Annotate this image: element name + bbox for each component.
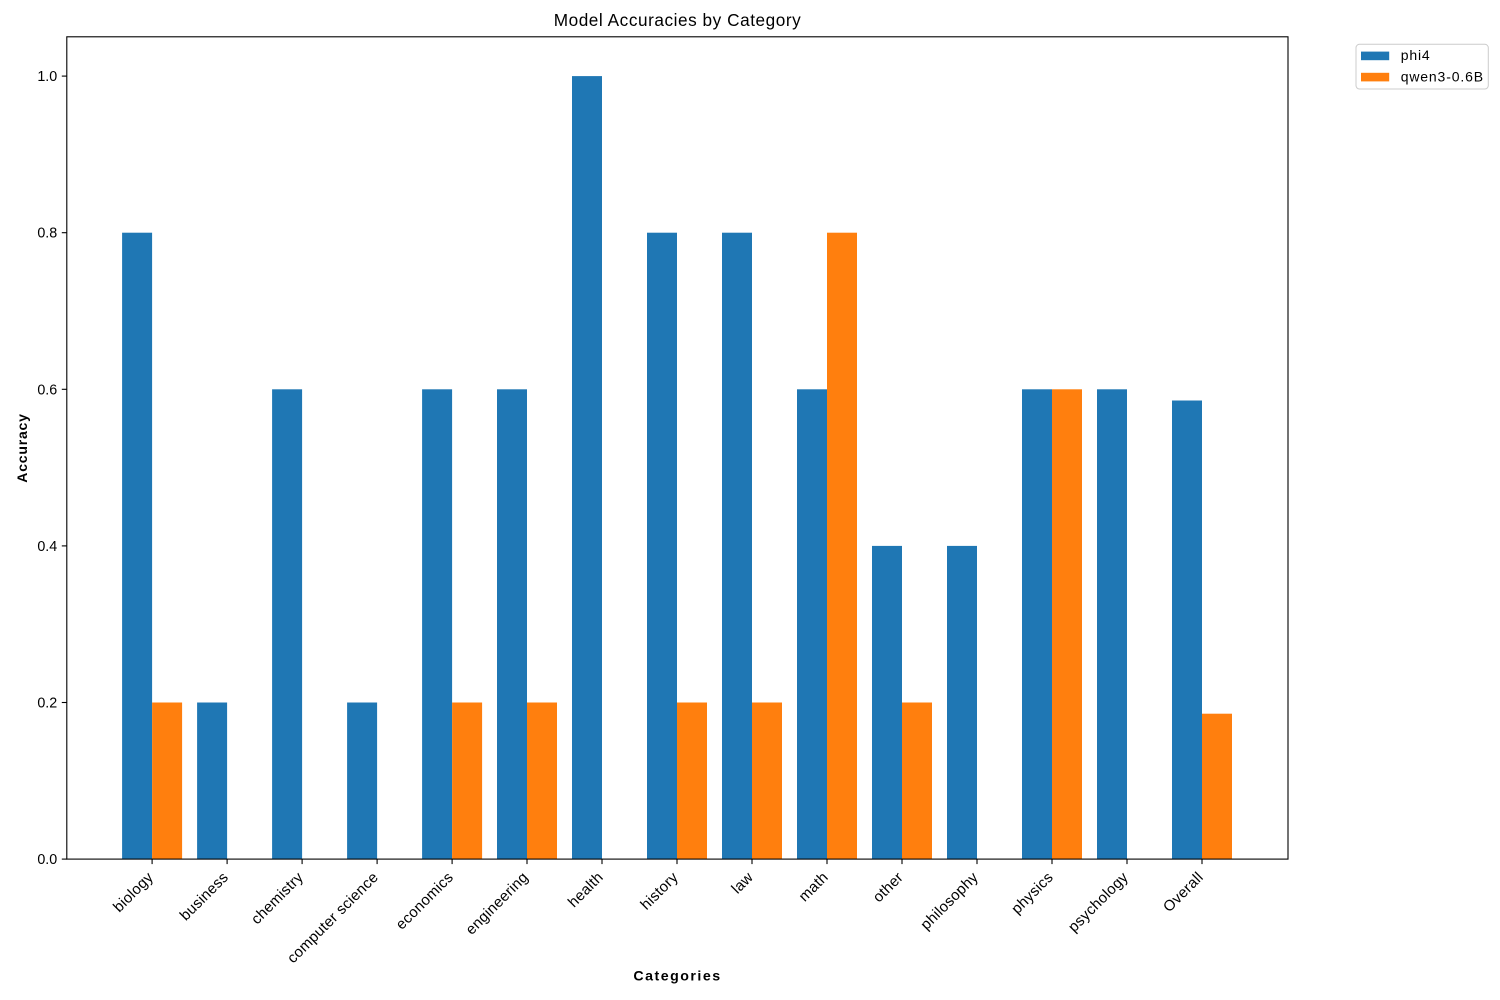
svg-text:qwen3-0.6B: qwen3-0.6B	[1401, 68, 1484, 84]
svg-text:Model Accuracies by Category: Model Accuracies by Category	[554, 10, 802, 30]
svg-text:1.0: 1.0	[37, 69, 57, 85]
svg-text:0.0: 0.0	[37, 852, 57, 868]
svg-text:phi4: phi4	[1401, 47, 1431, 63]
svg-text:0.4: 0.4	[37, 539, 57, 555]
svg-text:Categories: Categories	[633, 969, 721, 985]
svg-text:Accuracy: Accuracy	[14, 413, 30, 482]
svg-text:0.8: 0.8	[37, 226, 57, 242]
svg-text:0.2: 0.2	[37, 696, 57, 712]
svg-text:0.6: 0.6	[37, 382, 57, 398]
